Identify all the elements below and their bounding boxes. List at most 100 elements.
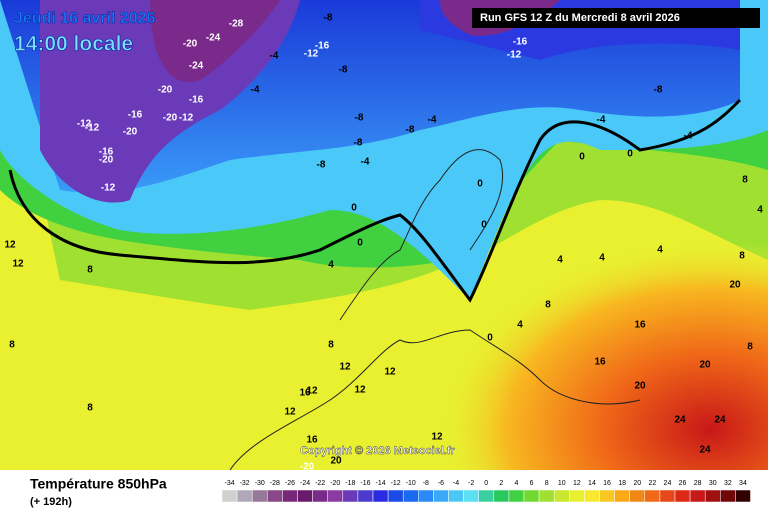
contour-label: -16 [315,41,330,52]
contour-label: 16 [299,388,311,399]
scale-label: 14 [588,480,596,487]
scale-cell [282,489,298,503]
scale-cell [629,489,646,503]
scale-cell [689,489,706,503]
contour-label: 4 [557,255,563,266]
scale-label: -28 [270,480,280,487]
scale-label: 10 [558,480,566,487]
scale-cell [463,489,479,503]
contour-label: 0 [579,152,585,163]
scale-cell [297,489,313,503]
contour-label: 12 [284,407,296,418]
scale-label: -24 [300,480,310,487]
scale-cell [387,489,404,503]
scale-cell [735,489,751,503]
contour-label: -4 [361,157,370,168]
contour-label: 16 [634,320,646,331]
contour-label: 8 [739,251,745,262]
scale-cell [251,489,268,503]
contour-label: -12 [179,113,194,124]
contour-label: -24 [206,33,221,44]
contour-label: -12 [507,50,522,61]
contour-label: -8 [354,138,363,149]
contour-label: -20 [99,155,114,166]
scale-cell [478,489,495,503]
contour-label: -8 [355,113,364,124]
contour-label: -16 [189,95,204,106]
contour-label: 12 [306,386,318,397]
scale-label: 28 [694,480,702,487]
scale-label: 6 [530,480,534,487]
contour-label: -24 [189,61,204,72]
contour-label: -8 [406,125,415,136]
scale-label: -22 [315,480,325,487]
scale-cell [584,489,600,503]
contour-label: 12 [4,240,16,251]
scale-cell [508,489,525,503]
contour-label: 8 [742,175,748,186]
run-info: Run GFS 12 Z du Mercredi 8 avril 2026 [480,12,680,24]
scale-label: 0 [484,480,488,487]
contour-label: -4 [251,85,260,96]
scale-label: -20 [330,480,340,487]
copyright: Copyright © 2026 Meteociel.fr [300,445,456,457]
contour-label: -20 [123,127,138,138]
scale-cell [327,489,344,503]
contour-label: -12 [101,183,116,194]
contour-label: -12 [85,123,100,134]
contour-label: 24 [674,415,686,426]
scale-label: -4 [453,480,459,487]
contour-label: 0 [481,220,487,231]
variable-title: Température 850hPa [30,476,167,492]
scale-label: 20 [633,480,641,487]
contour-label: 8 [747,342,753,353]
contour-label: 8 [328,340,334,351]
contour-label: -8 [654,85,663,96]
contour-label: -16 [99,147,114,158]
contour-label: 0 [487,333,493,344]
contour-label: 20 [330,456,342,467]
field-polar-core [150,0,280,82]
contour-label: -16 [513,37,528,48]
scale-label: 22 [648,480,656,487]
scale-label: 18 [618,480,626,487]
zero-isotherm [8,98,742,303]
contour-label: -20 [163,113,178,124]
scale-cell [312,489,328,503]
forecast-time: 14:00 locale [14,33,133,56]
contour-label: -16 [128,110,143,121]
contour-label: -4 [270,51,279,62]
scale-cell [221,489,238,503]
scale-cell [342,489,359,503]
contour-label: 20 [699,360,711,371]
contour-label: -20 [300,462,315,473]
contour-label: 12 [12,259,24,270]
contour-label: 4 [757,205,763,216]
contour-label: 12 [384,367,396,378]
scale-cell [569,489,585,503]
scale-label: -34 [224,480,234,487]
scale-label: 2 [499,480,503,487]
contour-label: 0 [351,203,357,214]
contour-label: 0 [627,149,633,160]
scale-cell [418,489,434,503]
contour-label: 16 [306,435,318,446]
scale-label: -18 [345,480,355,487]
scale-label: -10 [406,480,416,487]
contour-label: 4 [328,260,334,271]
scale-cell [357,489,374,503]
scale-cell [538,489,555,503]
scale-cell [614,489,630,503]
scale-label: -30 [255,480,265,487]
scale-cell [523,489,540,503]
contour-label: 0 [357,238,363,249]
contour-label: 0 [477,179,483,190]
forecast-date: Jeudi 16 avril 2026 [14,10,156,27]
contour-label: 12 [339,362,351,373]
contour-label: 8 [545,300,551,311]
contour-label: -4 [597,115,606,126]
scale-cell [704,489,721,503]
scale-cell [433,489,449,503]
scale-cell [493,489,510,503]
scale-label: 26 [679,480,687,487]
